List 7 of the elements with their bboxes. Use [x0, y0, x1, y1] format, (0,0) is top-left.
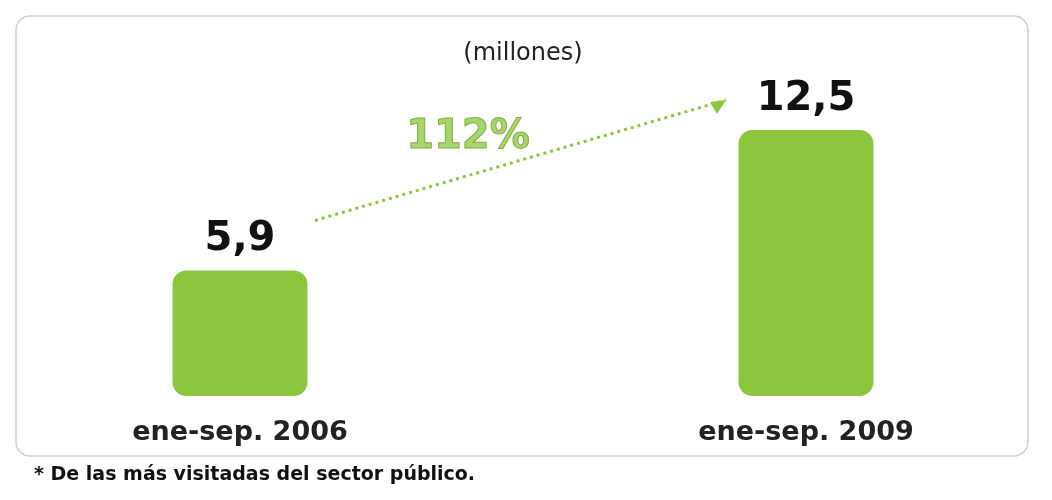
x-tick-label: ene-sep. 2006 [132, 415, 348, 446]
data-label: 12,5 [756, 73, 856, 119]
text: * De las más visitadas del sector público. [34, 462, 476, 484]
annotation: 112% [406, 111, 530, 157]
data-label: 5,9 [204, 213, 276, 260]
chart-title: (millones) [463, 38, 583, 66]
x-tick-label: ene-sep. 2009 [698, 415, 914, 446]
